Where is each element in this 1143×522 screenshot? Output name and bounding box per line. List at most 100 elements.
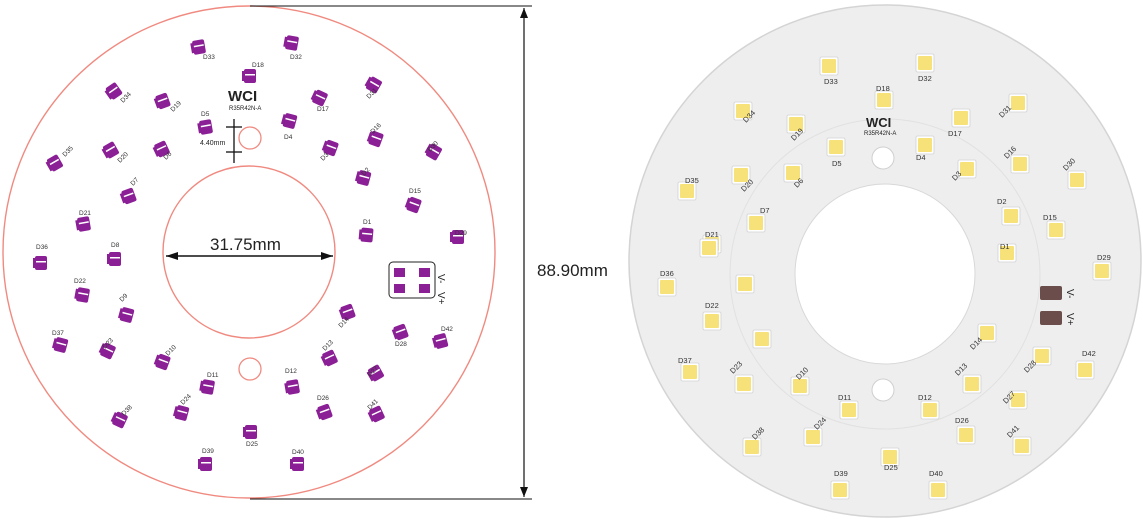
dim-arrow-left (166, 252, 178, 260)
board-photo: WCI R35R42N-A V- V+ D33 D32D18D34D19D5D17… (628, 4, 1142, 518)
polarity-plus-drawing: V+ (435, 292, 446, 305)
inner-circle (162, 165, 336, 339)
polarity-minus-photo: V- (1064, 289, 1075, 298)
photo-led-d34 (733, 101, 753, 121)
drawing-led-label: D38 (120, 404, 134, 418)
photo-led-d39 (830, 480, 850, 500)
drawing-led-label: D21 (79, 210, 91, 217)
drawing-led-label: D28 (395, 341, 407, 348)
drawing-led-d25 (243, 425, 257, 439)
dim-arrow-bottom (520, 487, 528, 497)
photo-led-d26 (956, 425, 976, 445)
drawing-led-d37 (51, 337, 69, 353)
drawing-led-d6 (152, 140, 170, 158)
photo-led-d18 (874, 90, 894, 110)
polarity-minus-drawing: V- (435, 274, 446, 283)
pcb-mount-hole-top (871, 146, 895, 170)
photo-led-label: D32 (918, 74, 932, 83)
photo-led-d36 (657, 277, 677, 297)
drawing-led-d1 (358, 227, 374, 243)
drawing-led-label: D24 (179, 393, 193, 407)
drawing-led-label: D17 (317, 106, 329, 113)
photo-led-label: D1 (1000, 242, 1010, 251)
drawing-led-label: D13 (321, 339, 335, 353)
photo-led-d20 (731, 165, 751, 185)
photo-led-d38 (742, 437, 762, 457)
drawing-led-label: D29 (455, 230, 467, 237)
photo-led-label: D5 (832, 159, 842, 168)
drawing-led-d40 (290, 457, 304, 471)
drawing-led-label: D18 (252, 62, 264, 69)
drawing-led-label: D19 (169, 100, 183, 114)
photo-led-label: D4 (916, 153, 926, 162)
photo-led-d1 (997, 243, 1017, 263)
photo-led-d17 (951, 108, 971, 128)
photo-led-d4 (915, 135, 935, 155)
photo-led-label: D25 (884, 463, 898, 472)
drawing-led-label: D6 (162, 150, 173, 161)
photo-led-label: D35 (685, 176, 699, 185)
pcb-ring-guide (729, 118, 1041, 430)
drawing-led-d3 (321, 139, 339, 157)
photo-led-label: D18 (876, 84, 890, 93)
drawing-led-d39 (198, 457, 212, 471)
photo-led-d19 (786, 114, 806, 134)
drawing-led-d11 (199, 379, 215, 395)
connector-pad-minus-a (394, 268, 405, 277)
drawing-led-d18 (242, 69, 256, 83)
drawing-led-label: D11 (207, 372, 219, 379)
photo-led-label: D26 (955, 416, 969, 425)
photo-led-label: D2 (997, 197, 1007, 206)
photo-led-d13 (962, 374, 982, 394)
drawing-led-d10 (153, 353, 171, 371)
hole-dimension-label: 4.40mm (200, 140, 225, 147)
drawing-led-label: D7 (129, 176, 140, 187)
photo-led-d7 (746, 213, 766, 233)
drawing-led-label: D25 (246, 441, 258, 448)
drawing-led-label: D37 (52, 330, 64, 337)
drawing-led-label: D16 (369, 122, 383, 136)
photo-led-d6 (783, 163, 803, 183)
photo-led-d35 (677, 181, 697, 201)
outer-circle (2, 5, 496, 499)
drawing-led-d26 (315, 403, 333, 421)
drawing-led-d28 (391, 323, 409, 341)
drawing-led-d41 (367, 405, 385, 423)
photo-led-d2 (1001, 206, 1021, 226)
photo-led-unlabeled (735, 274, 755, 294)
drawing-led-d5 (197, 119, 213, 135)
drawing-led-d9 (117, 307, 135, 323)
photo-led-label: D12 (918, 393, 932, 402)
drawing-led-d29 (450, 230, 464, 244)
polarity-plus-photo: V+ (1064, 313, 1075, 326)
photo-led-d5 (826, 137, 846, 157)
photo-pad-plus (1040, 311, 1062, 325)
photo-led-label: D29 (1097, 253, 1111, 262)
drawing-led-d14 (338, 303, 356, 321)
pcb-inner-cutout (794, 183, 976, 365)
part-number-photo: R35R42N-A (864, 131, 896, 137)
photo-led-unlabeled (752, 329, 772, 349)
drawing-led-d19 (153, 92, 171, 110)
drawing-led-d7 (119, 187, 137, 205)
drawing-led-d30 (424, 143, 442, 161)
connector-outline (388, 261, 436, 299)
drawing-led-d33 (190, 39, 206, 55)
drawing-led-label: D32 (290, 54, 302, 61)
photo-led-d25 (880, 447, 900, 467)
photo-led-d30 (1067, 170, 1087, 190)
photo-led-label: D33 (824, 77, 838, 86)
drawing-led-d31 (364, 76, 382, 94)
drawing-led-d16 (366, 130, 384, 148)
photo-led-d16 (1010, 154, 1030, 174)
photo-led-d29 (1092, 261, 1112, 281)
photo-led-d40 (928, 480, 948, 500)
photo-led-d23 (734, 374, 754, 394)
drawing-led-d22 (74, 287, 90, 303)
drawing-led-d42 (431, 333, 449, 349)
photo-led-label: D17 (948, 129, 962, 138)
photo-led-label: D36 (660, 269, 674, 278)
drawing-led-label: D40 (292, 449, 304, 456)
drawing-led-d34 (104, 82, 123, 100)
photo-led-d24 (803, 427, 823, 447)
